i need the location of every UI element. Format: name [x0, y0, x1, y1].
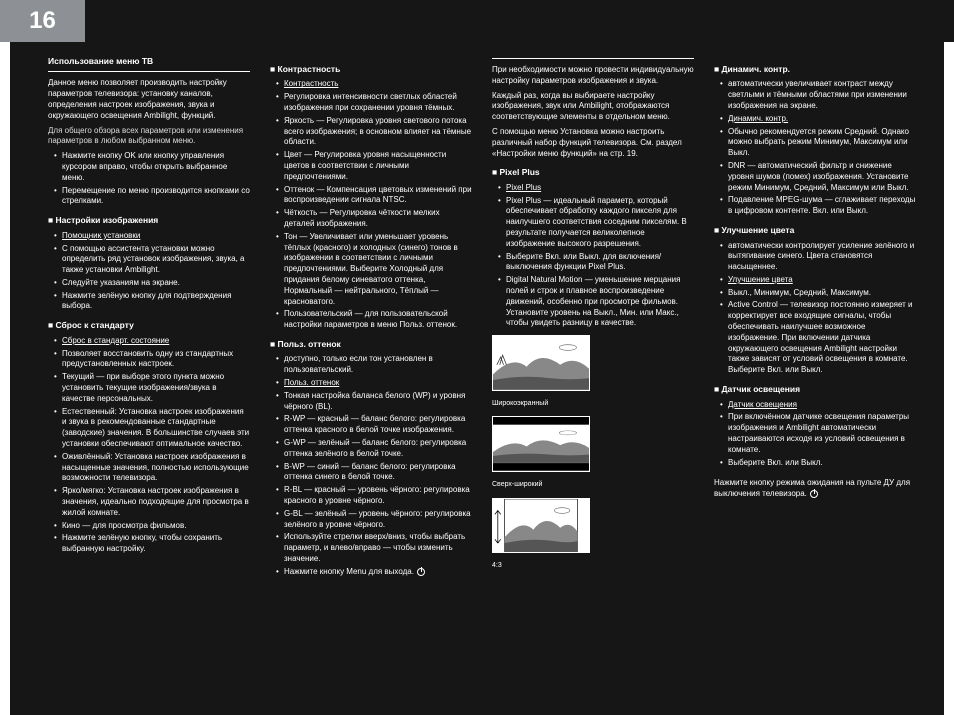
list-item: Нажмите кнопку OK или кнопку управления … [54, 151, 250, 183]
intro-text: Данное меню позволяет производить настро… [48, 78, 250, 121]
subsection-heading: Улучшение цвета [714, 225, 916, 236]
subsection-heading: Польз. оттенок [270, 339, 472, 350]
list-item: Pixel Plus — идеальный параметр, который… [498, 196, 694, 250]
list-item: Используйте стрелки вверх/вниз, чтобы вы… [276, 532, 472, 564]
list-item: Тон — Увеличивает или уменьшает уровень … [276, 232, 472, 308]
aspect-figure-super [492, 416, 590, 472]
list-item: автоматически увеличивает контраст между… [720, 79, 916, 111]
subsection-heading: Динамич. контр. [714, 64, 916, 75]
list-item: Подавление MPEG-шума — сглаживает перехо… [720, 195, 916, 217]
list-item: При включённом датчике освещения парамет… [720, 412, 916, 455]
list-item: DNR — автоматический фильтр и снижение у… [720, 161, 916, 193]
list-item: доступно, только если тон установлен в п… [276, 354, 472, 376]
intro-text: Для общего обзора всех параметров или из… [48, 126, 250, 148]
list-item: Яркость — Регулировка уровня светового п… [276, 116, 472, 148]
figure-caption: Широкоэкранный [492, 399, 694, 408]
list-item: Цвет — Регулировка уровня насыщенности ц… [276, 150, 472, 182]
figure-caption: Сверх-широкий [492, 480, 694, 489]
list-item: Оттенок — Компенсация цветовых изменений… [276, 185, 472, 207]
list-item: Кино — для просмотра фильмов. [54, 521, 250, 532]
column-2: Контрастность Контрастность Регулировка … [270, 56, 472, 701]
subsection-heading: Pixel Plus [492, 167, 694, 178]
list-item: Pixel Plus [498, 183, 694, 194]
list-item: Следуйте указаниям на экране. [54, 278, 250, 289]
list-item: С помощью ассистента установки можно опр… [54, 244, 250, 276]
power-icon [810, 490, 818, 498]
list-item: G-WP — зелёный — баланс белого: регулиро… [276, 438, 472, 460]
list-item: R-WP — красный — баланс белого: регулиро… [276, 414, 472, 436]
list-item: Ярко/мягко: Установка настроек изображен… [54, 486, 250, 518]
list-item: Датчик освещения [720, 400, 916, 411]
list-item: Естественный: Установка настроек изображ… [54, 407, 250, 450]
figure-caption: 4:3 [492, 561, 694, 570]
subsection-heading: Контрастность [270, 64, 472, 75]
subsection-heading: Сброс к стандарту [48, 320, 250, 331]
para: С помощью меню Установка можно настроить… [492, 127, 694, 159]
column-1: Использование меню ТВ Данное меню позвол… [48, 56, 250, 701]
list-item: Обычно рекомендуется режим Средний. Одна… [720, 127, 916, 159]
list-item: Перемещение по меню производится кнопкам… [54, 186, 250, 208]
list-item: Active Control — телевизор постоянно изм… [720, 300, 916, 376]
page-number-tab: 16 [0, 0, 85, 42]
top-bar [85, 0, 954, 42]
list-item: Чёткость — Регулировка чёткости мелких д… [276, 208, 472, 230]
list-item: B-WP — синий — баланс белого: регулировк… [276, 462, 472, 484]
list-item: Выкл., Минимум, Средний, Максимум. [720, 288, 916, 299]
subsection-heading: Настройки изображения [48, 215, 250, 226]
list-item: Выберите Вкл. или Выкл. для включения/вы… [498, 252, 694, 274]
list-item: Сброс в стандарт. состояние [54, 336, 250, 347]
list-item: R-BL — красный — уровень чёрного: регули… [276, 485, 472, 507]
list-item: Позволяет восстановить одну из стандартн… [54, 349, 250, 371]
list-item: Digital Natural Motion — уменьшение мерц… [498, 275, 694, 329]
list-item: Тонкая настройка баланса белого (WP) и у… [276, 391, 472, 413]
list-item: Улучшение цвета [720, 275, 916, 286]
power-icon [417, 568, 425, 576]
list-item: Текущий — при выборе этого пункта можно … [54, 372, 250, 404]
aspect-figure-43 [492, 498, 590, 554]
list-item: Регулировка интенсивности светлых област… [276, 92, 472, 114]
para: Каждый раз, когда вы выбираете настройку… [492, 91, 694, 123]
aspect-figure-wide [492, 335, 590, 391]
list-item: Нажмите зелёную кнопку для подтверждения… [54, 291, 250, 313]
column-4: Динамич. контр. автоматически увеличивае… [714, 56, 916, 701]
para: Нажмите кнопку режима ожидания на пульте… [714, 478, 916, 500]
list-item: Нажмите кнопку Menu для выхода. [276, 567, 472, 578]
list-item: Оживлённый: Установка настроек изображен… [54, 452, 250, 484]
list-item: G-BL — зелёный — уровень чёрного: регули… [276, 509, 472, 531]
list-item: Динамич. контр. [720, 114, 916, 125]
list-item: Выберите Вкл. или Выкл. [720, 458, 916, 469]
section-title: Использование меню ТВ [48, 56, 250, 67]
subsection-heading: Датчик освещения [714, 384, 916, 395]
list-item: Нажмите зелёную кнопку, чтобы сохранить … [54, 533, 250, 555]
list-item: автоматически контролирует усиление зелё… [720, 241, 916, 273]
intro-list: Нажмите кнопку OK или кнопку управления … [48, 151, 250, 207]
list-item: Польз. оттенок [276, 378, 472, 389]
manual-page: Использование меню ТВ Данное меню позвол… [10, 42, 944, 715]
list-item: Пользовательский — для пользовательской … [276, 309, 472, 331]
para: При необходимости можно провести индивид… [492, 65, 694, 87]
list-item: Контрастность [276, 79, 472, 90]
column-3: При необходимости можно провести индивид… [492, 56, 694, 701]
list-item: Помощник установки [54, 231, 250, 242]
